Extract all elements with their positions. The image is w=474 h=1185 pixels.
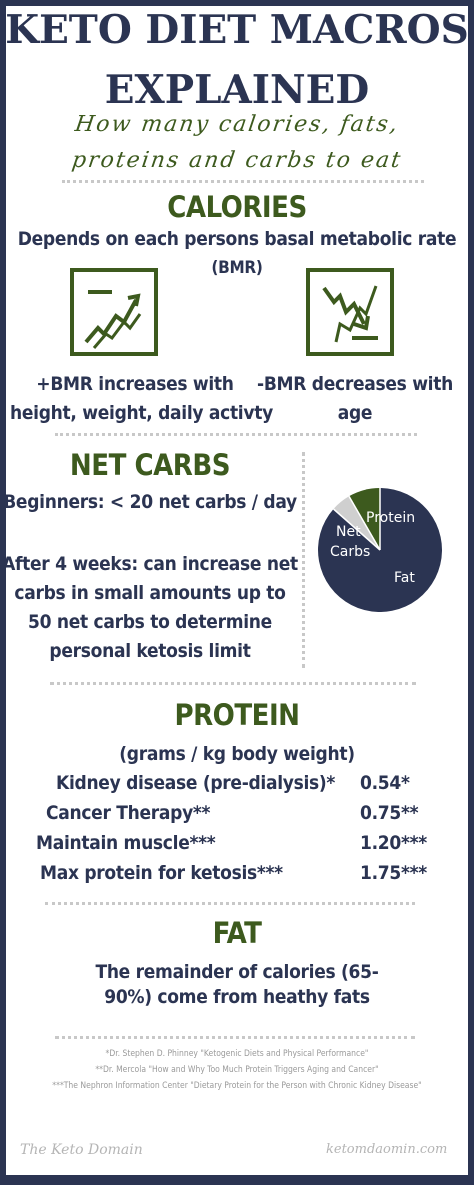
net-carbs-after-line1: After 4 weeks: can increase net	[2, 553, 298, 575]
protein-heading: PROTEIN	[174, 698, 300, 732]
divider	[55, 433, 417, 436]
fat-description-line2: 90%) come from heathy fats	[104, 986, 370, 1008]
footnote: *Dr. Stephen D. Phinney "Ketogenic Diets…	[105, 1049, 369, 1059]
footnote: **Dr. Mercola "How and Why Too Much Prot…	[95, 1065, 379, 1075]
fat-heading: FAT	[212, 916, 262, 950]
protein-subheading: (grams / kg body weight)	[119, 743, 355, 765]
pie-label-carbs: Carbs	[330, 544, 370, 560]
pie-label-fat: Fat	[394, 570, 415, 586]
protein-row-label: Max protein for ketosis***	[40, 862, 283, 884]
macro-pie-chart: Protein Net Carbs Fat	[318, 488, 443, 612]
calories-description-line2: (BMR)	[211, 258, 263, 278]
divider	[62, 180, 424, 183]
pie-slice-net-carbs	[333, 496, 380, 550]
calories-description-line1: Depends on each persons basal metabolic …	[17, 228, 457, 250]
fat-description-line1: The remainder of calories (65-	[95, 961, 379, 983]
page-title-line2: EXPLAINED	[104, 67, 370, 113]
trend-up-icon	[70, 268, 158, 356]
bmr-decrease-line2: age	[337, 402, 373, 424]
protein-row-label: Maintain muscle***	[36, 832, 216, 854]
website-signature: ketomdaomin.com	[326, 1142, 448, 1157]
net-carbs-after-line4: personal ketosis limit	[49, 640, 251, 662]
protein-row-value: 0.54*	[360, 772, 410, 794]
net-carbs-after-line2: carbs in small amounts up to	[14, 582, 286, 604]
pie-label-net: Net	[336, 524, 361, 540]
page-title-line1: KETO DIET MACROS	[5, 7, 469, 53]
divider	[55, 1036, 415, 1039]
subtitle-line1: How many calories, fats,	[73, 112, 401, 137]
protein-row-label: Kidney disease (pre-dialysis)*	[56, 772, 336, 794]
bmr-decrease-line1: -BMR decreases with	[257, 373, 453, 395]
brand-signature: The Keto Domain	[20, 1142, 143, 1158]
protein-row-value: 0.75**	[360, 802, 419, 824]
bmr-increase-line2: height, weight, daily activty	[10, 402, 273, 424]
calories-heading: CALORIES	[167, 190, 307, 224]
protein-row-value: 1.75***	[360, 862, 427, 884]
subtitle-line2: proteins and carbs to eat	[70, 148, 404, 173]
vertical-divider	[302, 452, 305, 668]
net-carbs-heading: NET CARBS	[69, 448, 231, 482]
pie-label-protein: Protein	[366, 510, 415, 526]
divider	[50, 682, 416, 685]
divider	[45, 902, 415, 905]
protein-row-label: Cancer Therapy**	[46, 802, 211, 824]
protein-row-value: 1.20***	[360, 832, 427, 854]
net-carbs-beginners: Beginners: < 20 net carbs / day	[3, 491, 297, 513]
bmr-increase-line1: +BMR increases with	[36, 373, 234, 395]
footnote: ***The Nephron Information Center "Dieta…	[52, 1081, 422, 1091]
trend-down-icon	[306, 268, 394, 356]
pie-slice-protein	[349, 488, 380, 550]
net-carbs-after-line3: 50 net carbs to determine	[28, 611, 272, 633]
